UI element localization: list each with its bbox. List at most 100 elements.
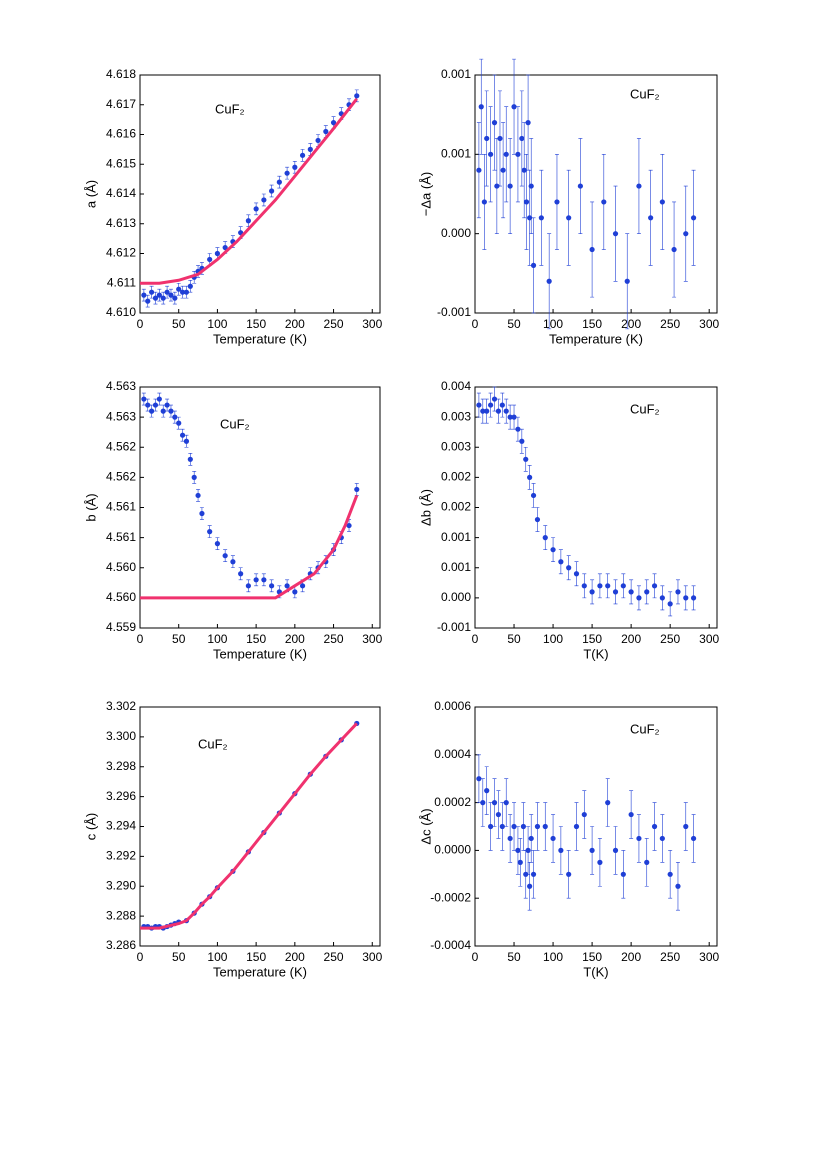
data-point <box>659 835 665 842</box>
data-point <box>261 197 267 203</box>
y-axis-label: −Δa (Å) <box>418 172 433 216</box>
panel: 0 50 100 150 200 250 300 -0.0004 -0.0002 0.0000 0.… <box>418 699 719 979</box>
data-point <box>179 289 186 295</box>
data-point <box>620 871 626 877</box>
data-point <box>530 492 537 499</box>
y-tick-label: 0.001 <box>441 147 471 161</box>
data-point <box>507 414 513 420</box>
data-point <box>354 93 360 99</box>
x-tick-label: 150 <box>582 317 602 331</box>
data-point <box>520 823 527 830</box>
data-point <box>525 847 531 854</box>
plot-frame <box>474 74 718 314</box>
y-tick-label: 4.562 <box>106 470 136 484</box>
panel: 0 50 100 150 200 250 300 -0.001 0.000 0.001 0.001 T… <box>418 58 720 346</box>
y-tick-label: -0.001 <box>437 620 471 634</box>
data-point <box>494 183 500 189</box>
x-tick-label: 0 <box>472 317 479 331</box>
y-tick-label: 0.000 <box>441 590 471 604</box>
data-point <box>558 847 564 854</box>
data-point <box>515 426 521 432</box>
x-tick-label: 300 <box>699 950 719 964</box>
data-point <box>149 408 155 414</box>
data-point <box>230 559 236 565</box>
x-tick-label: 250 <box>660 317 680 331</box>
data-point <box>503 800 509 806</box>
data-point <box>491 120 498 126</box>
data-point <box>292 589 298 595</box>
y-tick-label: 4.613 <box>106 216 136 230</box>
data-point <box>566 871 572 877</box>
annotation: CuF₂ <box>215 101 245 116</box>
x-tick-label: 200 <box>621 632 641 646</box>
data-point <box>299 583 306 589</box>
data-point <box>149 289 155 295</box>
data-point <box>601 199 607 205</box>
data-point <box>476 402 482 408</box>
y-tick-label: -0.0004 <box>430 938 471 952</box>
y-tick-label: 4.612 <box>106 246 136 260</box>
data-point <box>484 135 490 142</box>
data-point <box>671 246 677 253</box>
data-point <box>152 402 159 408</box>
data-point <box>683 231 689 237</box>
data-point <box>484 408 490 414</box>
y-tick-label: 3.302 <box>106 699 136 713</box>
data-point <box>488 823 494 830</box>
y-tick-label: 4.614 <box>106 186 136 200</box>
y-tick-label: 3.296 <box>106 789 136 803</box>
x-axis-label: T(K) <box>583 646 608 661</box>
data-point <box>152 295 159 301</box>
x-tick-label: 250 <box>324 632 344 646</box>
y-tick-label: -0.001 <box>437 305 471 319</box>
data-point <box>176 286 182 292</box>
x-tick-label: 0 <box>137 632 144 646</box>
data-point <box>500 167 506 173</box>
y-tick-label: 3.286 <box>106 938 136 952</box>
annotation: CuF₂ <box>198 736 228 751</box>
x-tick-label: 50 <box>507 317 521 331</box>
data-point <box>546 278 552 284</box>
y-tick-label: 4.560 <box>106 590 136 604</box>
data-point <box>476 776 482 782</box>
data-point <box>550 547 556 553</box>
x-tick-label: 250 <box>660 632 680 646</box>
data-point <box>160 408 166 414</box>
data-point <box>160 295 166 301</box>
y-tick-label: 3.298 <box>106 759 136 773</box>
data-point <box>558 559 564 565</box>
y-tick-label: 0.001 <box>441 530 471 544</box>
data-point <box>183 289 190 295</box>
panel: 0 50 100 150 200 250 300 4.610 4.611 4.612 4.613 4.… <box>83 67 382 346</box>
data-point <box>499 402 505 408</box>
y-tick-label: 0.001 <box>441 67 471 81</box>
data-point <box>525 120 531 126</box>
y-tick-label: 0.0004 <box>434 747 471 761</box>
y-tick-label: 4.560 <box>106 560 136 574</box>
data-point <box>141 396 147 402</box>
data-point <box>323 128 329 135</box>
x-tick-label: 50 <box>507 950 521 964</box>
data-point <box>497 135 503 142</box>
data-point <box>488 402 494 408</box>
data-point <box>491 800 498 806</box>
data-point <box>168 408 174 414</box>
data-point <box>207 256 213 263</box>
y-tick-label: 0.0002 <box>434 795 471 809</box>
x-axis-label: Temperature (K) <box>213 964 307 979</box>
x-tick-label: 100 <box>207 950 227 964</box>
y-tick-label: 0.003 <box>441 409 471 423</box>
data-point <box>515 847 521 854</box>
data-point <box>659 199 665 205</box>
data-point <box>523 871 529 877</box>
data-point <box>573 571 580 577</box>
data-point <box>176 420 182 426</box>
data-point <box>507 835 513 842</box>
data-point <box>307 146 313 152</box>
x-tick-label: 250 <box>324 950 344 964</box>
data-point <box>507 183 513 189</box>
x-tick-label: 250 <box>324 317 344 331</box>
data-point <box>667 871 673 877</box>
